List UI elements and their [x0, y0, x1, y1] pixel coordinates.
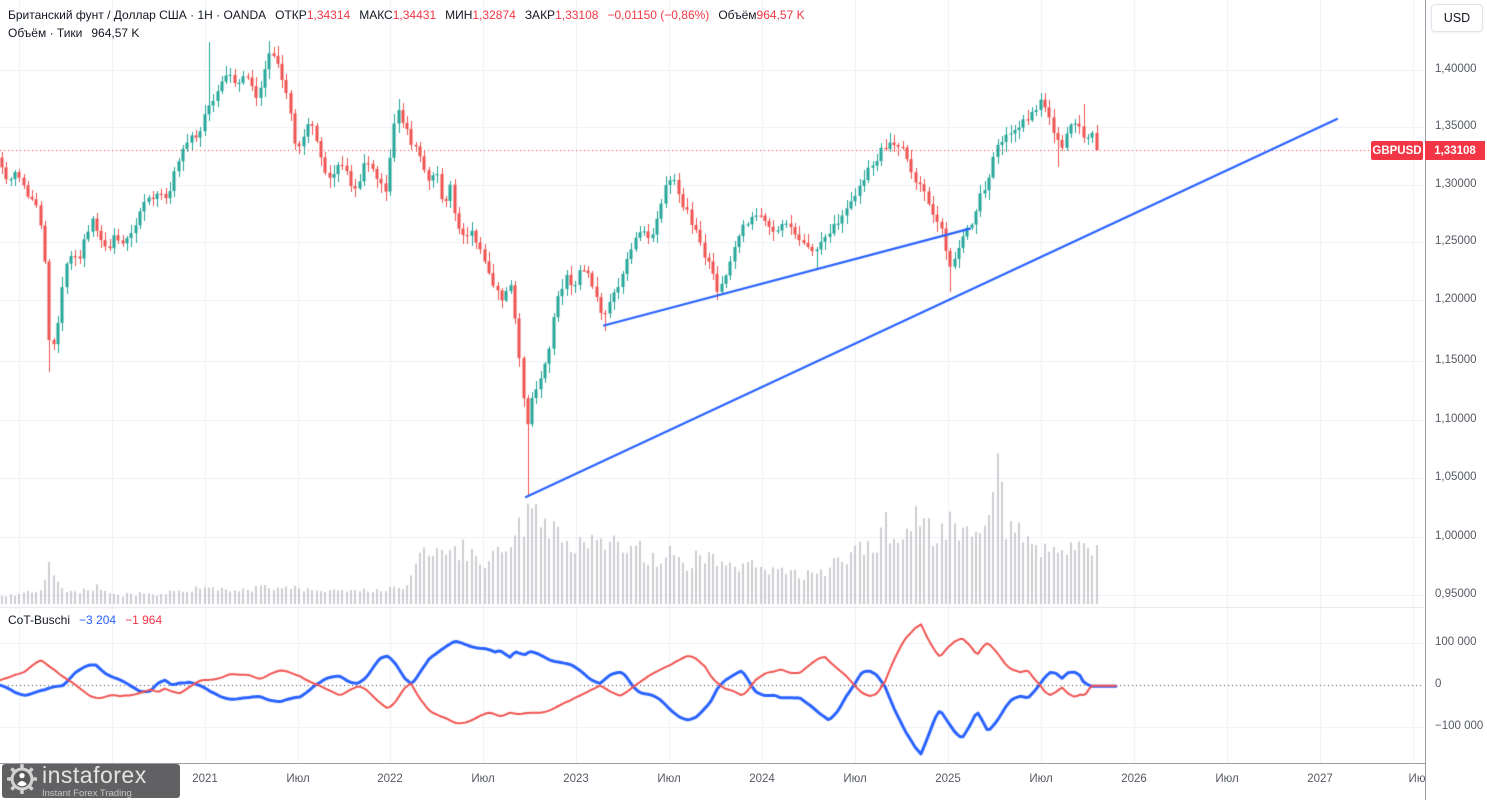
axis-tick-label: 1,35000 — [1435, 120, 1477, 132]
time-axis-label: Июл — [1215, 773, 1239, 785]
ohlc-value-2: 1,32874 — [472, 8, 516, 22]
axis-tick-label: 100 000 — [1435, 636, 1477, 648]
axis-tick-label: 1,00000 — [1435, 530, 1477, 542]
ohlc-quote-1: МАКС1,34431 — [359, 8, 436, 22]
cot-buschi-legend: CoT-Buschi −3 204 −1 964 — [8, 613, 162, 627]
time-axis-label: Июл — [843, 773, 867, 785]
time-axis-label: Июл — [1029, 773, 1053, 785]
price-tag-symbol: GBPUSD — [1371, 141, 1423, 160]
axis-tick-label: 1,20000 — [1435, 293, 1477, 305]
ohlc-label-2: МИН — [445, 8, 473, 22]
volume-ticks-label: Объём · Тики — [8, 26, 83, 40]
ohlc-value-0: 1,34314 — [306, 8, 351, 22]
time-axis[interactable]: 2020Июл2021Июл2022Июл2023Июл2024Июл2025И… — [0, 763, 1487, 800]
axis-tick-label: −100 000 — [1435, 720, 1484, 732]
axis-tick-label: 1,05000 — [1435, 471, 1477, 483]
symbol-title: Британский фунт / Доллар США · 1Н · OAND… — [8, 8, 267, 22]
ohlc-value-3: 1,33108 — [555, 8, 599, 22]
ohlc-quote-2: МИН1,32874 — [445, 8, 516, 22]
ohlc-quote-0: ОТКР1,34314 — [275, 8, 350, 22]
axis-tick-label: 1,25000 — [1435, 235, 1477, 247]
gear-person-icon — [7, 763, 37, 799]
time-axis-label: Июл — [657, 773, 681, 785]
currency-usd-button[interactable]: USD — [1431, 4, 1483, 32]
time-axis-label: 2023 — [563, 773, 589, 785]
ohlc-quote-3: ЗАКР1,33108 — [525, 8, 599, 22]
time-axis-label: Ию — [1408, 773, 1426, 785]
volume-label: Объём — [718, 8, 757, 22]
cot-indicator-name: CoT-Buschi — [8, 613, 71, 627]
cot-value-red: −1 964 — [125, 613, 163, 627]
instaforex-watermark: instaforex Instant Forex Trading — [2, 761, 180, 799]
time-axis-label: 2026 — [1121, 773, 1147, 785]
ohlc-label-0: ОТКР — [275, 8, 307, 22]
ohlc-value-1: 1,34431 — [392, 8, 437, 22]
time-axis-label: 2025 — [935, 773, 961, 785]
time-axis-label: 2027 — [1307, 773, 1333, 785]
time-axis-label: Июл — [286, 773, 310, 785]
time-axis-label: 2021 — [192, 773, 218, 785]
ohlc-label-3: ЗАКР — [524, 8, 556, 22]
axis-tick-label: 0 — [1435, 678, 1442, 690]
change-value: −0,01150 (−0,86%) — [607, 8, 710, 22]
chart-canvas[interactable] — [0, 0, 1425, 763]
price-axis[interactable]: USD 1,40000 1,35000 1,30000 1,25000 1,20000 1… — [1425, 0, 1487, 800]
volume-ticks-value: 964,57 K — [91, 26, 140, 40]
axis-tick-label: 1,15000 — [1435, 354, 1477, 366]
volume-ticks-legend: Объём · Тики 964,57 K — [8, 26, 139, 40]
header-legend: Британский фунт / Доллар США · 1Н · OAND… — [8, 8, 805, 22]
watermark-brand: instaforex — [42, 761, 147, 788]
axis-tick-label: 1,10000 — [1435, 413, 1477, 425]
time-axis-label: 2024 — [749, 773, 775, 785]
price-tag-value: 1,33108 — [1425, 141, 1485, 160]
watermark-tagline: Instant Forex Trading — [42, 787, 132, 799]
time-axis-label: Июл — [471, 773, 495, 785]
time-axis-label: 2022 — [377, 773, 403, 785]
axis-tick-label: 1,30000 — [1435, 178, 1477, 190]
ohlc-label-1: МАКС — [359, 8, 393, 22]
axis-tick-label: 1,40000 — [1435, 63, 1477, 75]
cot-value-blue: −3 204 — [79, 613, 117, 627]
volume-value: 964,57 K — [756, 8, 805, 22]
axis-tick-label: 0,95000 — [1435, 588, 1477, 600]
ohlc-quote-row: ОТКР1,34314 МАКС1,34431 МИН1,32874 ЗАКР1,33… — [275, 8, 607, 22]
